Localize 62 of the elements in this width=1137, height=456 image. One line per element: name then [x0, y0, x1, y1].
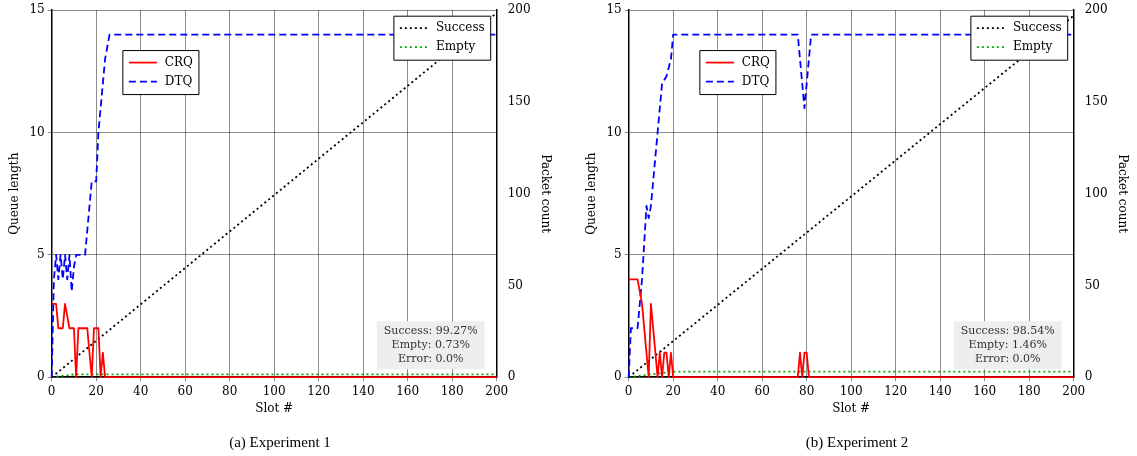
x-tick-label: 80	[799, 383, 815, 398]
x-tick-label: 160	[973, 383, 997, 398]
x-tick-label: 0	[47, 383, 56, 398]
y2-tick-label: 0	[1084, 369, 1093, 384]
x-tick-label: 140	[928, 383, 952, 398]
text: (b) Experiment 2	[805, 433, 909, 451]
legend-label: Empty	[1012, 39, 1053, 54]
x-tick-label: 40	[710, 383, 726, 398]
x-tick-label: 140	[351, 383, 375, 398]
x-tick-label: 180	[1017, 383, 1041, 398]
y2-tick-label: 100	[507, 185, 531, 200]
y-tick-label: 0	[37, 369, 45, 384]
y2-tick-label: 200	[1084, 2, 1108, 17]
y-tick-label: 15	[606, 2, 622, 17]
y-tick-label: 0	[614, 369, 622, 384]
x-tick-label: 20	[88, 383, 104, 398]
y2-axis-title: Packet count	[1115, 154, 1130, 234]
x-tick-label: 40	[133, 383, 149, 398]
legend-label: DTQ	[741, 73, 770, 88]
y-axis-title: Queue length	[7, 152, 22, 235]
x-tick-label: 100	[262, 383, 286, 398]
annotation: Error: 0.0%	[397, 352, 464, 366]
y-tick-label: 5	[614, 246, 622, 261]
legend-label: Success	[1012, 20, 1062, 35]
x-tick-label: 0	[624, 383, 633, 398]
y2-tick-label: 50	[1084, 277, 1100, 292]
legend-label: DTQ	[164, 73, 193, 88]
y2-axis-title: Packet count	[538, 154, 553, 234]
x-tick-label: 20	[665, 383, 681, 398]
annotation: Error: 0.0%	[974, 352, 1041, 366]
x-tick-label: 180	[440, 383, 464, 398]
legend-label: Empty	[435, 39, 476, 54]
y-axis-title: Queue length	[584, 152, 599, 235]
x-tick-label: 200	[485, 383, 509, 398]
y-tick-label: 10	[29, 124, 45, 139]
y-tick-label: 10	[606, 124, 622, 139]
annotation: Success: 99.27%	[383, 324, 478, 338]
x-tick-label: 120	[884, 383, 908, 398]
y2-tick-label: 100	[1084, 185, 1108, 200]
x-tick-label: 200	[1062, 383, 1086, 398]
x-tick-label: 120	[307, 383, 331, 398]
annotation: Empty: 1.46%	[968, 338, 1047, 352]
x-axis-title: Slot #	[255, 400, 294, 415]
text: (a) Experiment 1	[229, 433, 331, 451]
y-tick-label: 5	[37, 246, 45, 261]
y-tick-label: 15	[29, 2, 45, 17]
y2-tick-label: 150	[1084, 94, 1108, 109]
annotation: Success: 98.54%	[960, 324, 1055, 338]
x-axis-title: Slot #	[832, 400, 871, 415]
annotation: Empty: 0.73%	[391, 338, 470, 352]
y2-tick-label: 0	[507, 369, 516, 384]
y2-tick-label: 150	[507, 94, 531, 109]
legend-label: Success	[435, 20, 485, 35]
x-tick-label: 160	[396, 383, 420, 398]
x-tick-label: 60	[754, 383, 770, 398]
y2-tick-label: 200	[507, 2, 531, 17]
x-tick-label: 100	[839, 383, 863, 398]
x-tick-label: 80	[222, 383, 238, 398]
x-tick-label: 60	[177, 383, 193, 398]
legend-label: CRQ	[164, 54, 194, 69]
y2-tick-label: 50	[507, 277, 523, 292]
legend-label: CRQ	[741, 54, 771, 69]
